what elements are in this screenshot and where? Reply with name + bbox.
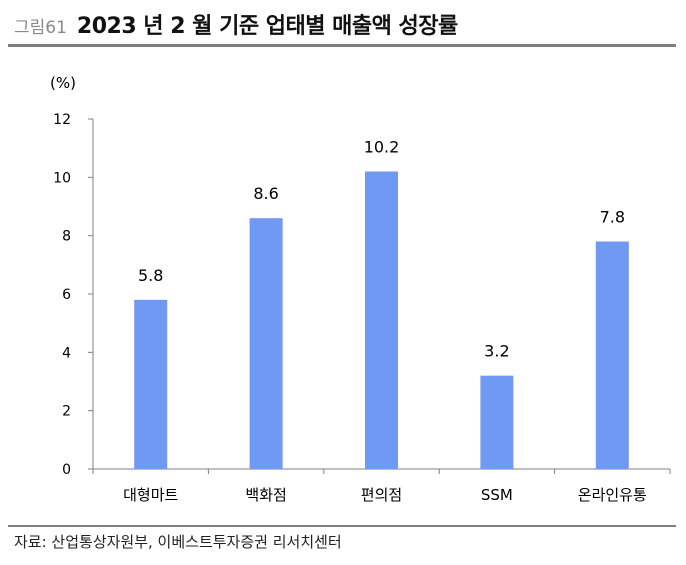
y-tick-label: 6 [62,287,71,303]
y-tick-label: 8 [62,229,71,245]
data-label: 5.8 [138,266,163,285]
y-tick-label: 12 [53,112,71,128]
chart-bars [134,171,629,469]
data-label: 10.2 [364,138,400,157]
bar-5 [595,241,629,469]
y-tick-label: 10 [53,170,71,186]
category-label: 편의점 [361,486,402,504]
y-tick-label: 0 [62,462,71,478]
chart-axes: 0 2 4 6 8 10 12 (%) [50,74,671,478]
source-note: 자료: 산업통상자원부, 이베스트투자증권 리서치센터 [14,533,342,551]
category-label: 대형마트 [123,486,178,504]
y-tick-label: 4 [62,345,71,361]
y-tick-label: 2 [62,404,71,420]
data-label: 3.2 [484,342,509,361]
chart-labels: 5.8 대형마트 8.6 백화점 10.2 편의점 3.2 SSM 7.8 온라인유통 [123,138,647,505]
top-divider [8,44,676,47]
bar-3 [365,171,398,469]
figure-header: 그림61 2023 년 2 월 기준 업태별 매출액 성장률 [14,8,458,42]
chart-title: 2023 년 2 월 기준 업태별 매출액 성장률 [76,14,458,39]
bar-2 [249,218,283,469]
bar-1 [134,299,168,469]
category-label: SSM [481,486,513,504]
data-label: 8.6 [253,184,278,203]
data-label: 7.8 [600,208,625,227]
category-label: 백화점 [245,486,286,504]
y-axis-unit-label: (%) [50,74,76,92]
bottom-divider [8,525,676,527]
figure-number: 그림61 [14,18,67,38]
category-label: 온라인유통 [578,486,647,504]
bar-4 [480,375,514,469]
